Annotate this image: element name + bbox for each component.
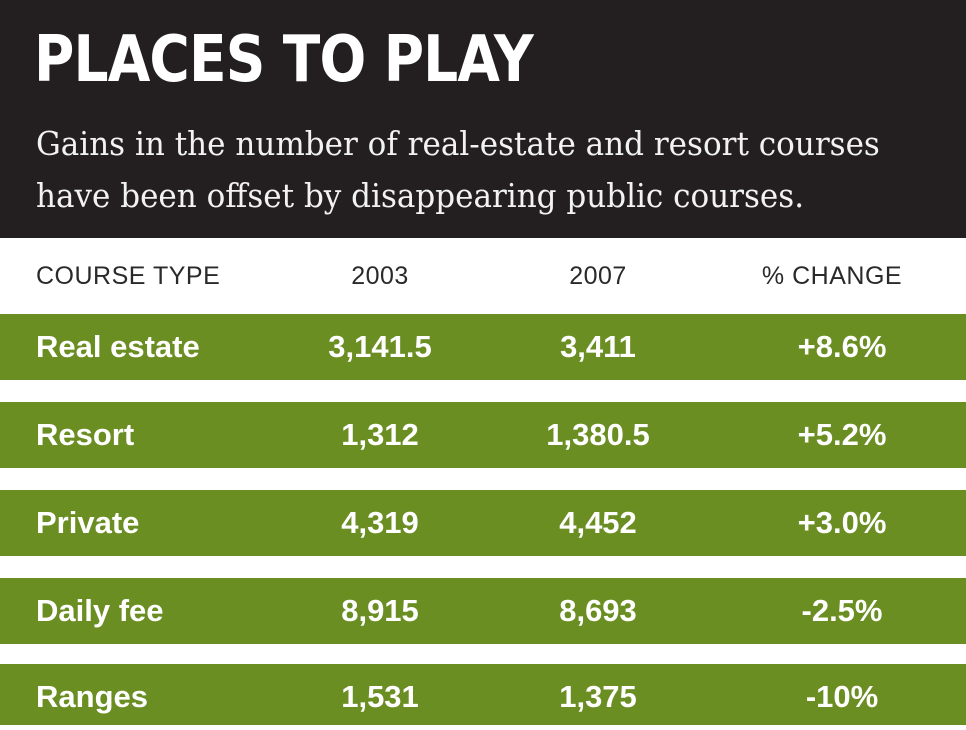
cell-2003: 8,915 [341, 593, 419, 628]
column-header-course-type: COURSE TYPE [36, 262, 221, 290]
cell-course-type: Real estate [36, 329, 200, 364]
cell-course-type: Ranges [36, 679, 148, 714]
cell-percent-change: +3.0% [797, 505, 887, 540]
cell-2007: 4,452 [559, 505, 637, 540]
table-row: Ranges 1,531 1,375 -10% [0, 664, 966, 725]
column-header-2007: 2007 [569, 262, 627, 290]
cell-2007: 8,693 [559, 593, 637, 628]
table-row: Private 4,319 4,452 +3.0% [0, 490, 966, 556]
table-row: Daily fee 8,915 8,693 -2.5% [0, 578, 966, 644]
column-header-2003: 2003 [351, 262, 409, 290]
cell-percent-change: -10% [805, 679, 879, 714]
cell-2003: 4,319 [341, 505, 419, 540]
cell-2007: 1,380.5 [546, 417, 650, 452]
table-row: Real estate 3,141.5 3,411 +8.6% [0, 314, 966, 380]
cell-2007: 1,375 [559, 679, 637, 714]
cell-percent-change: -2.5% [801, 593, 883, 628]
cell-course-type: Private [36, 505, 140, 540]
cell-percent-change: +5.2% [797, 417, 887, 452]
cell-course-type: Resort [36, 417, 135, 452]
cell-2007: 3,411 [560, 329, 636, 364]
cell-course-type: Daily fee [36, 593, 164, 628]
chart-subtitle: Gains in the number of real-estate and r… [36, 124, 880, 215]
header-banner: PLACES TO PLAY Gains in the number of re… [0, 0, 966, 238]
cell-percent-change: +8.6% [797, 329, 887, 364]
table-row: Resort 1,312 1,380.5 +5.2% [0, 402, 966, 468]
cell-2003: 3,141.5 [328, 329, 432, 364]
column-header-percent-change: % CHANGE [761, 262, 903, 290]
cell-2003: 1,531 [341, 679, 419, 714]
chart-title: PLACES TO PLAY [34, 23, 534, 97]
cell-2003: 1,312 [341, 417, 419, 452]
